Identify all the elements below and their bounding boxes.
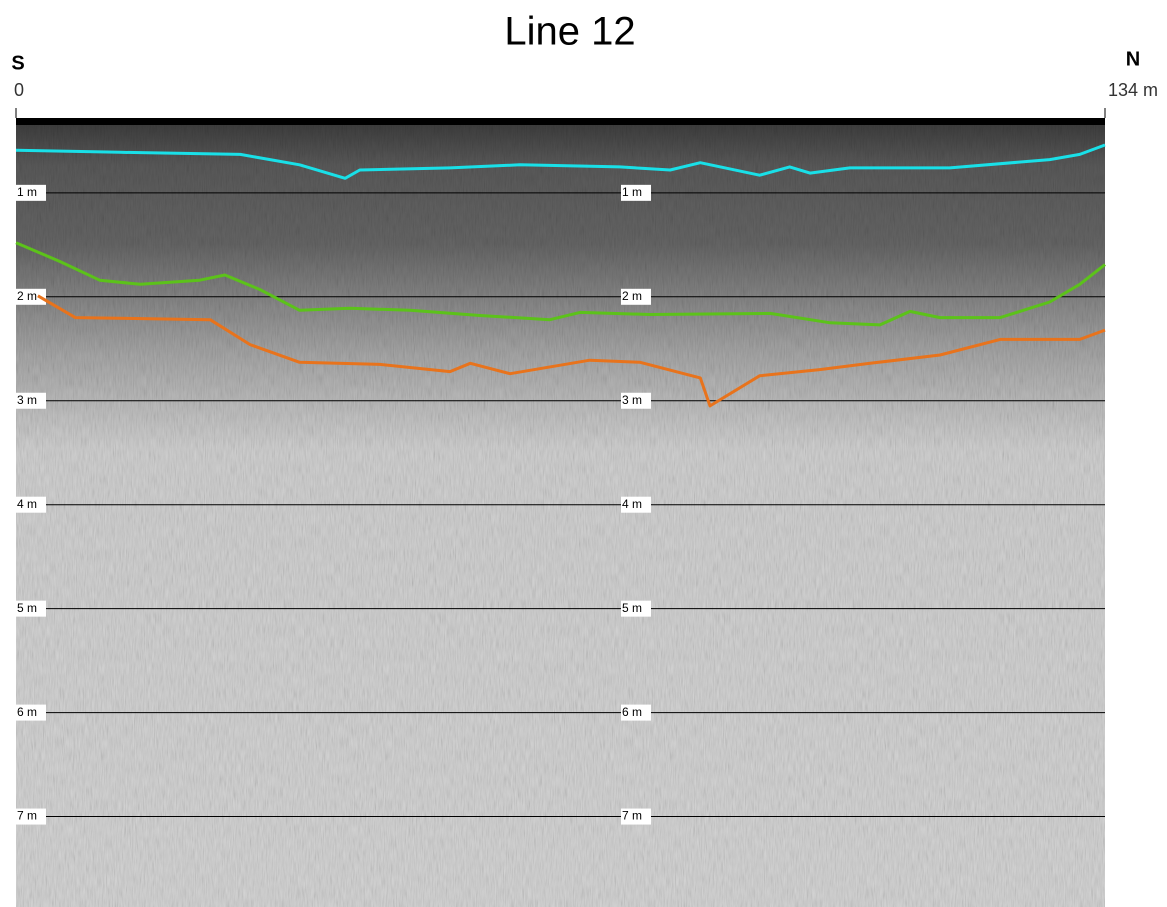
x-tick-label: 0 [14, 80, 24, 100]
y-tick-label: 6 m [17, 705, 37, 719]
y-tick-label: 5 m [622, 601, 642, 615]
y-tick-label: 3 m [17, 393, 37, 407]
y-tick-label: 6 m [622, 705, 642, 719]
y-tick-label: 4 m [17, 497, 37, 511]
end-direction: N [1126, 48, 1140, 70]
surface-band [16, 118, 1105, 125]
start-direction: S [11, 52, 24, 74]
y-tick-label: 2 m [622, 289, 642, 303]
y-tick-label: 4 m [622, 497, 642, 511]
y-tick-label: 1 m [17, 185, 37, 199]
radargram-texture [16, 118, 1105, 907]
y-tick-label: 3 m [622, 393, 642, 407]
plot-area [16, 118, 1105, 907]
chart-title: Line 12 [504, 10, 635, 54]
y-tick-label: 5 m [17, 601, 37, 615]
chart: Line 12 S N 1 m 1 m 2 m 2 m 3 m 3 m 4 m 4 m 5 m 5… [0, 0, 1167, 907]
y-tick-label: 1 m [622, 185, 642, 199]
y-tick-label: 7 m [17, 809, 37, 823]
x-tick-label: 134 m [1108, 80, 1158, 100]
y-tick-label: 7 m [622, 809, 642, 823]
y-tick-label: 2 m [17, 289, 37, 303]
